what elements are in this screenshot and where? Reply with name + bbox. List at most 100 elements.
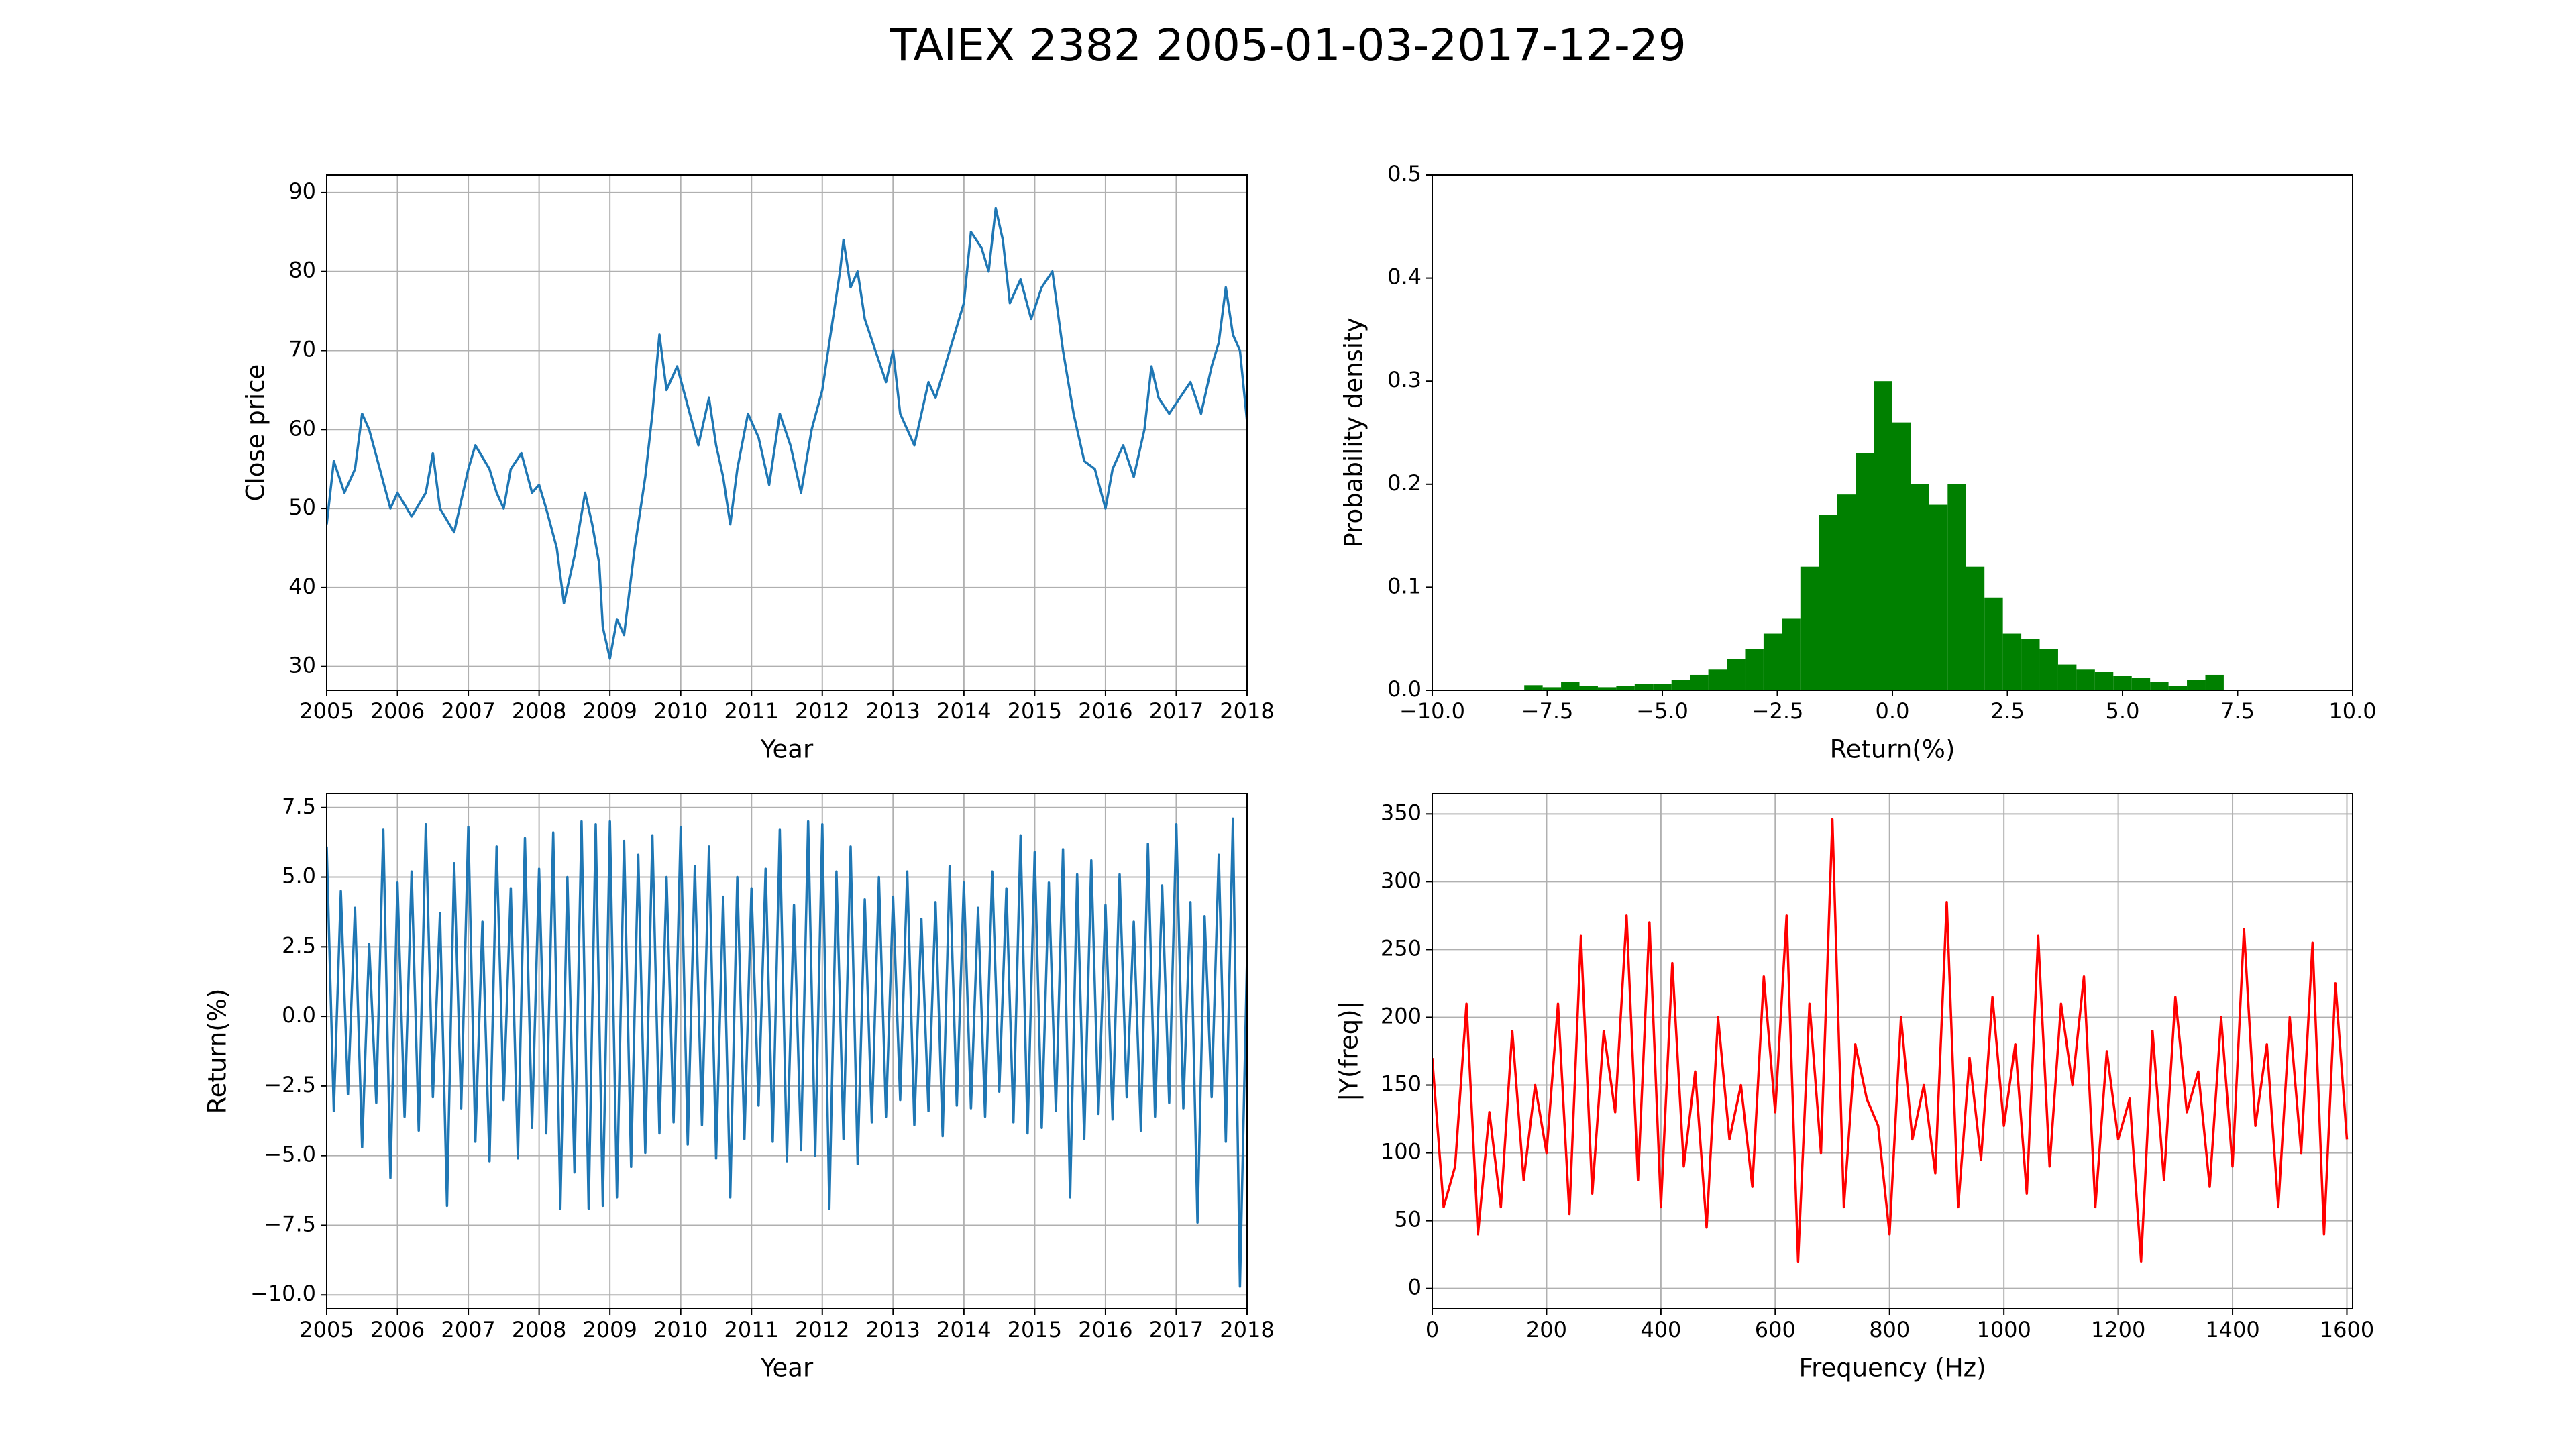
x-tick-label: 10.0 — [2328, 698, 2376, 724]
y-axis-label: Probability density — [1340, 317, 1368, 547]
hist-bar — [1653, 684, 1672, 690]
y-axis-label: |Y(freq)| — [1335, 1001, 1364, 1102]
y-tick-label: −7.5 — [264, 1211, 316, 1236]
x-tick-label: 2005 — [299, 1317, 354, 1342]
hist-bar — [2039, 649, 2058, 690]
x-tick-label: 7.5 — [2220, 698, 2255, 724]
x-tick-label: 2010 — [653, 698, 708, 724]
x-tick-label: 2007 — [441, 698, 495, 724]
hist-bar — [2094, 672, 2114, 690]
x-tick-label: 2013 — [866, 698, 920, 724]
x-tick-label: 0 — [1426, 1317, 1439, 1342]
x-tick-label: 2008 — [512, 698, 566, 724]
y-tick-label: 0.1 — [1387, 573, 1421, 598]
hist-bar — [1892, 422, 1911, 690]
y-tick-label: 5.0 — [282, 863, 316, 889]
x-tick-label: 2008 — [512, 1317, 566, 1342]
x-tick-label: 1400 — [2205, 1317, 2259, 1342]
hist-bar — [1561, 682, 1580, 690]
axes-frame — [1432, 174, 2353, 691]
x-tick-label: 2015 — [1008, 698, 1062, 724]
y-tick-label: 7.5 — [282, 794, 316, 819]
x-tick-label: 2012 — [795, 698, 849, 724]
x-axis-label: Return(%) — [1830, 735, 1955, 764]
x-tick-label: 2017 — [1149, 698, 1203, 724]
x-tick-label: 2018 — [1220, 698, 1274, 724]
x-tick-label: 2013 — [866, 1317, 920, 1342]
y-tick-label: 50 — [288, 494, 316, 520]
x-tick-label: 2007 — [441, 1317, 495, 1342]
y-tick-label: 0.3 — [1387, 367, 1421, 392]
hist-bar — [2113, 676, 2132, 690]
x-tick-label: 200 — [1526, 1317, 1567, 1342]
y-tick-label: 2.5 — [282, 932, 316, 958]
y-axis-label: Return(%) — [203, 989, 232, 1114]
hist-bar — [1984, 597, 2003, 690]
hist-bar — [1542, 687, 1562, 690]
y-tick-label: 0.0 — [282, 1002, 316, 1028]
x-tick-label: 2016 — [1078, 698, 1132, 724]
y-tick-label: −10.0 — [250, 1281, 316, 1306]
y-tick-label: 30 — [288, 653, 316, 678]
x-tick-label: 2018 — [1220, 1317, 1274, 1342]
x-tick-label: 0.0 — [1876, 698, 1910, 724]
y-tick-label: 350 — [1381, 800, 1421, 825]
data-line — [1432, 818, 2349, 1263]
hist-bar — [1727, 659, 1746, 690]
x-tick-label: −7.5 — [1521, 698, 1574, 724]
x-tick-label: −10.0 — [1399, 698, 1465, 724]
x-axis-label: Year — [760, 1354, 814, 1383]
hist-bar — [1819, 515, 1837, 690]
x-tick-label: 2014 — [936, 1317, 991, 1342]
data-line — [327, 817, 1247, 1288]
x-tick-label: 2005 — [299, 698, 354, 724]
hist-bar — [1929, 504, 1948, 690]
y-tick-label: 0.5 — [1387, 161, 1421, 186]
hist-bar — [2205, 674, 2224, 690]
hist-bar — [2057, 664, 2077, 690]
x-tick-label: 2017 — [1149, 1317, 1203, 1342]
hist-bar — [1524, 685, 1543, 690]
hist-bar — [2168, 686, 2188, 690]
x-tick-label: 5.0 — [2106, 698, 2140, 724]
axes-frame — [1432, 793, 2353, 1309]
hist-bar — [2002, 633, 2022, 690]
y-tick-label: 0 — [1408, 1275, 1421, 1300]
x-tick-label: −5.0 — [1636, 698, 1688, 724]
y-tick-label: 0.2 — [1387, 470, 1421, 496]
x-tick-label: 1600 — [2320, 1317, 2374, 1342]
hist-bar — [1800, 566, 1819, 690]
y-tick-label: 0.4 — [1387, 264, 1421, 290]
x-tick-label: 2.5 — [1990, 698, 2025, 724]
y-axis-label: Close price — [241, 364, 270, 502]
hist-bar — [1708, 669, 1727, 690]
hist-bar — [2150, 682, 2169, 690]
x-tick-label: 800 — [1869, 1317, 1910, 1342]
hist-bar — [1671, 680, 1690, 690]
x-tick-label: 2011 — [724, 1317, 779, 1342]
y-tick-label: 0.0 — [1387, 676, 1421, 702]
hist-bar — [1874, 381, 1892, 690]
x-tick-label: 2014 — [936, 698, 991, 724]
hist-bar — [1837, 494, 1856, 690]
hist-bar — [2076, 669, 2095, 690]
hist-bar — [1763, 633, 1782, 690]
hist-bar — [1745, 649, 1764, 690]
hist-bar — [2021, 639, 2040, 690]
y-tick-label: 50 — [1394, 1207, 1421, 1232]
hist-bar — [1690, 674, 1709, 690]
hist-bar — [1782, 618, 1801, 690]
hist-bar — [1966, 566, 1985, 690]
hist-bar — [1911, 484, 1929, 690]
hist-bar — [2131, 678, 2151, 690]
y-tick-label: 150 — [1381, 1071, 1421, 1097]
y-tick-label: 80 — [288, 258, 316, 283]
x-tick-label: 2009 — [582, 1317, 637, 1342]
y-tick-label: 200 — [1381, 1003, 1421, 1028]
figure-title: TAIEX 2382 2005-01-03-2017-12-29 — [889, 19, 1686, 71]
y-tick-label: 40 — [288, 574, 316, 599]
x-axis-label: Frequency (Hz) — [1799, 1354, 1986, 1383]
x-tick-label: 2006 — [370, 698, 425, 724]
